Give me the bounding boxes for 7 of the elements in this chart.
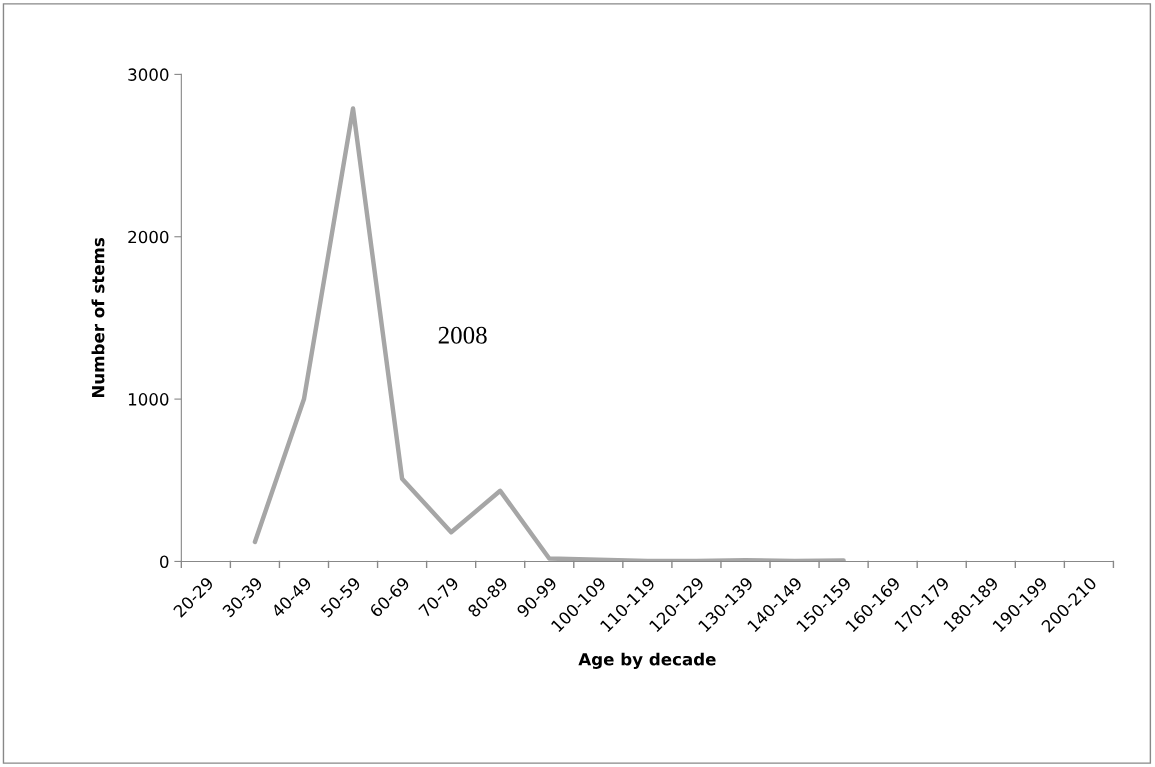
y-axis-title: Number of stems [91, 238, 105, 398]
y-tick-label: 3000 [128, 68, 169, 81]
y-tick-label: 1000 [128, 393, 169, 406]
x-axis-title: Age by decade [578, 652, 716, 669]
y-tick-label: 0 [160, 555, 169, 569]
y-tick-label: 2000 [128, 230, 169, 244]
annotation: 2008 [438, 326, 487, 344]
